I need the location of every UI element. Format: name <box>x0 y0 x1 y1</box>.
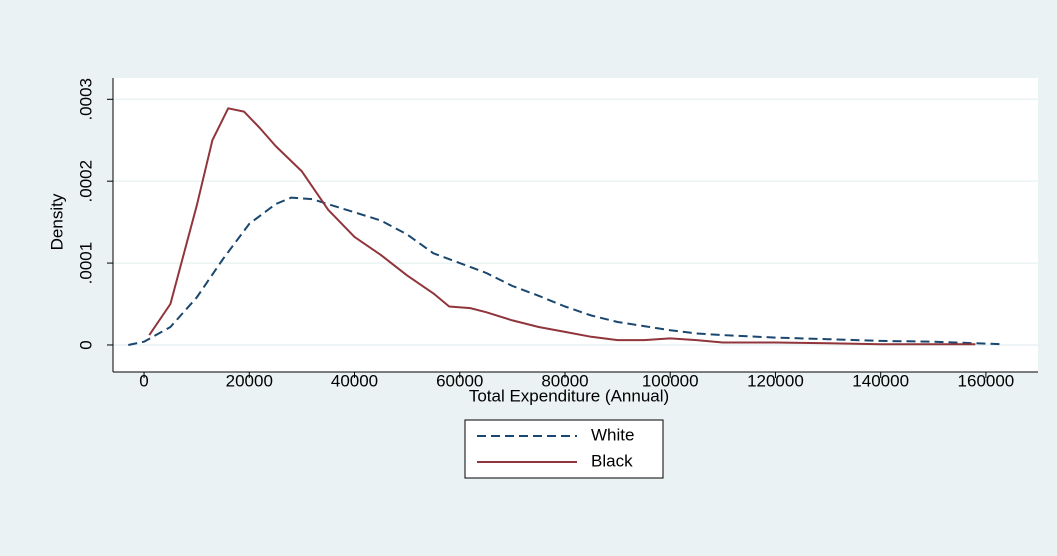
y-tick-label: .0001 <box>76 242 95 285</box>
x-tick-label: 120000 <box>747 371 804 390</box>
x-tick-label: 100000 <box>642 371 699 390</box>
y-tick-label: 0 <box>76 340 95 349</box>
x-tick-label: 40000 <box>331 371 378 390</box>
x-tick-label: 80000 <box>541 371 588 390</box>
x-tick-label: 60000 <box>436 371 483 390</box>
legend-label: White <box>591 425 634 444</box>
x-tick-label: 160000 <box>958 371 1015 390</box>
x-tick-label: 20000 <box>226 371 273 390</box>
x-axis-title: Total Expenditure (Annual) <box>469 386 669 405</box>
legend-box <box>464 419 664 479</box>
x-tick-label: 140000 <box>852 371 909 390</box>
x-tick-label: 0 <box>139 371 148 390</box>
density-line <box>148 107 976 346</box>
plot-area <box>113 78 1038 372</box>
y-tick-label: .0002 <box>76 160 95 203</box>
legend-label: Black <box>591 451 633 470</box>
y-tick-label: .0003 <box>76 78 95 121</box>
y-axis-title: Density <box>47 193 66 250</box>
density-line <box>128 196 1002 346</box>
